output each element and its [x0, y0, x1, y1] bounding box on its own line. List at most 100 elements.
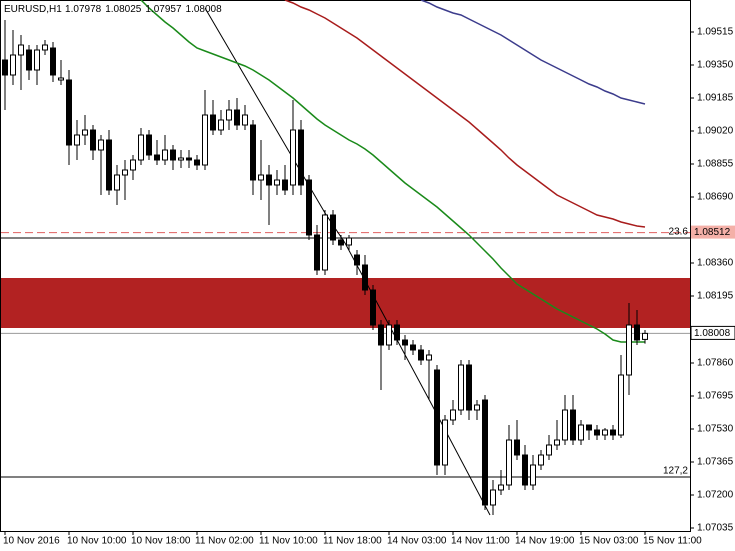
y-tick-label: 1.08360 [697, 258, 734, 269]
candle-body [58, 77, 64, 81]
trend-line [204, 7, 491, 516]
candle-body [66, 79, 72, 146]
moving-average [284, 0, 646, 228]
candle-body [474, 404, 480, 411]
x-tick-label: 14 Nov 19:00 [515, 536, 575, 547]
candle-body [42, 44, 48, 51]
level-label: 23.6 [669, 227, 689, 238]
candle-body [594, 429, 600, 436]
y-tick-label: 1.07365 [697, 457, 734, 468]
candle-body [394, 324, 400, 341]
candle-body [266, 174, 272, 186]
y-tick-label: 1.09350 [697, 60, 734, 71]
alert-price-label: 1.08512 [694, 227, 731, 238]
candle-body [578, 424, 584, 441]
candle-body [554, 439, 560, 446]
candle-body [130, 159, 136, 171]
candle-body [250, 124, 256, 181]
candle-body [314, 234, 320, 271]
y-tick-label: 1.08195 [697, 291, 734, 302]
header-high: 1.08025 [105, 4, 142, 15]
candle-body [90, 129, 96, 151]
candle-body [330, 214, 336, 241]
moving-average [420, 0, 646, 105]
candle-body [322, 214, 328, 271]
candle-body [386, 324, 392, 346]
candle-body [186, 157, 192, 161]
x-tick-label: 14 Nov 11:00 [451, 536, 510, 547]
candle-body [2, 59, 8, 76]
candle-body [82, 129, 88, 136]
candle-body [146, 134, 152, 156]
last-price-box [690, 325, 735, 340]
candle-body [178, 157, 184, 161]
x-tick-label: 15 Nov 03:00 [579, 536, 639, 547]
candle-body [170, 149, 176, 161]
candle-body [98, 139, 104, 151]
candle-body [498, 484, 504, 491]
y-tick-label: 1.09020 [697, 126, 734, 137]
candle-body [434, 369, 440, 466]
header-low: 1.07957 [145, 4, 182, 15]
y-tick-label: 1.08855 [697, 159, 734, 170]
candle-body [626, 324, 632, 376]
series [2, 0, 648, 515]
candle-body [34, 49, 40, 71]
candle-body [338, 239, 344, 246]
x-tick-label: 11 Nov 02:00 [195, 536, 254, 547]
candle-body [546, 444, 552, 456]
candle-body [10, 54, 16, 76]
candle-body [282, 179, 288, 191]
y-tick-label: 1.09185 [697, 93, 734, 104]
candle-body [298, 129, 304, 186]
candle-body [234, 109, 240, 126]
candle-body [138, 134, 144, 161]
header: EURUSD,H1 1.07978 1.08025 1.07957 1.08008 [4, 4, 222, 15]
candle-body [426, 354, 432, 361]
x-tick-label: 11 Nov 10:00 [259, 536, 318, 547]
candle-body [74, 134, 80, 146]
y-tick-label: 1.07035 [697, 523, 734, 534]
candle-body [458, 364, 464, 411]
candle-body [106, 139, 112, 191]
candle-body [242, 114, 248, 126]
candle-body [618, 374, 624, 436]
candle-body [602, 429, 608, 436]
candle-body [402, 339, 408, 346]
candle-body [530, 464, 536, 486]
y-tick-label: 1.07695 [697, 391, 734, 402]
y-tick-label: 1.08690 [697, 192, 734, 203]
candle-body [290, 129, 296, 186]
candle-body [610, 429, 616, 436]
symbol: EURUSD,H1 [4, 4, 62, 15]
candle-body [538, 454, 544, 466]
y-tick-label: 1.07530 [697, 424, 734, 435]
x-tick-label: 11 Nov 18:00 [323, 536, 382, 547]
candle-body [26, 49, 32, 71]
candle-body [642, 332, 648, 340]
plot-frame [0, 0, 691, 532]
header-open: 1.07978 [65, 4, 102, 15]
moving-average [140, 0, 645, 343]
candle-body [18, 44, 24, 56]
last-price-label: 1.08008 [694, 328, 731, 339]
candle-body [506, 439, 512, 486]
candle-body [482, 399, 488, 506]
candle-body [450, 409, 456, 421]
candle-body [362, 264, 368, 291]
candle-body [570, 409, 576, 441]
candle-body [226, 109, 232, 121]
candle-body [418, 349, 424, 361]
candle-body [122, 169, 128, 176]
candle-body [162, 149, 168, 161]
candle-body [354, 254, 360, 266]
y-tick-label: 1.07860 [697, 358, 734, 369]
candle-body [634, 324, 640, 341]
axes: 23.6 127,2 1.09515 1.09350 1.09185 1.09020 1.0… [3, 27, 735, 547]
alert-price-box [691, 225, 735, 239]
y-tick-label: 1.07200 [697, 490, 734, 501]
x-tick-label: 15 Nov 11:00 [643, 536, 702, 547]
candle-body [490, 489, 496, 506]
